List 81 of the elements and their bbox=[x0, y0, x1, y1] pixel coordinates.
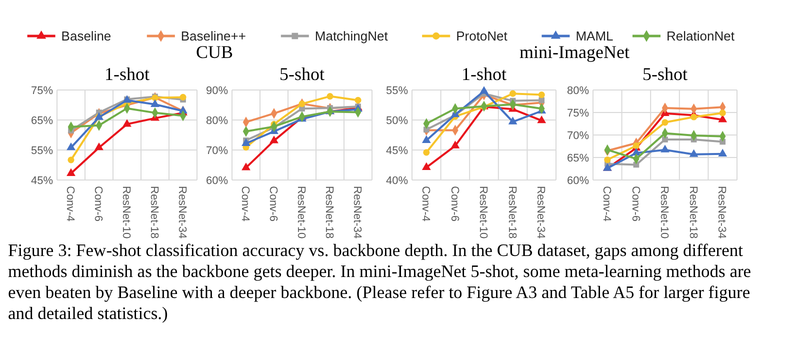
x-tick-label: Conv-6 bbox=[267, 186, 280, 222]
legend-label: MAML bbox=[576, 28, 614, 44]
legend-label: MatchingNet bbox=[314, 28, 388, 44]
point bbox=[718, 148, 728, 156]
legend-label: RelationNet bbox=[666, 28, 735, 44]
y-tick-label: 80% bbox=[206, 114, 228, 127]
x-tick-label: ResNet-10 bbox=[120, 186, 132, 239]
x-tick-label: ResNet-10 bbox=[477, 186, 490, 239]
point bbox=[94, 142, 104, 150]
x-tick-label: ResNet-18 bbox=[506, 186, 518, 239]
y-tick-label: 55% bbox=[30, 144, 54, 157]
y-tick-label: 55% bbox=[386, 84, 408, 97]
point bbox=[538, 92, 545, 98]
point bbox=[689, 149, 698, 157]
x-tick-label: ResNet-34 bbox=[716, 186, 728, 239]
x-tick-label: Conv-4 bbox=[600, 186, 613, 222]
point bbox=[510, 90, 516, 97]
y-tick-label: 50% bbox=[386, 114, 408, 127]
point bbox=[662, 119, 668, 126]
y-tick-label: 40% bbox=[386, 174, 408, 187]
point bbox=[450, 140, 460, 148]
point bbox=[662, 136, 668, 142]
y-tick-label: 65% bbox=[566, 152, 590, 164]
point bbox=[242, 138, 250, 146]
x-tick-label: ResNet-34 bbox=[351, 186, 364, 239]
point bbox=[537, 115, 546, 124]
x-tick-label: ResNet-18 bbox=[686, 186, 699, 239]
point bbox=[242, 162, 250, 170]
point bbox=[180, 94, 186, 100]
point bbox=[422, 162, 431, 170]
point bbox=[538, 97, 545, 104]
point bbox=[66, 142, 76, 150]
chart-title: 5-shot bbox=[280, 64, 324, 84]
x-tick-label: ResNet-34 bbox=[534, 186, 547, 239]
x-tick-label: Conv-4 bbox=[239, 186, 252, 222]
x-tick-label: Conv-4 bbox=[420, 186, 432, 222]
chart-title: 1-shot bbox=[104, 64, 150, 84]
x-tick-label: ResNet-10 bbox=[295, 186, 308, 239]
legend-label: Baseline bbox=[61, 28, 112, 44]
point bbox=[298, 100, 306, 108]
text: mini-ImageNet bbox=[520, 42, 630, 62]
point bbox=[66, 168, 76, 176]
text: CUB bbox=[196, 42, 234, 62]
point bbox=[423, 149, 430, 156]
point bbox=[422, 135, 431, 143]
point bbox=[508, 116, 518, 124]
y-tick-label: 70% bbox=[206, 144, 228, 157]
chart-title: 1-shot bbox=[462, 64, 506, 84]
y-tick-label: 60% bbox=[206, 174, 228, 187]
x-tick-label: Conv-4 bbox=[64, 186, 76, 222]
y-tick-label: 45% bbox=[386, 144, 408, 157]
caption: Figure 3: Few-shot classification accuracy vs. backbone depth. In the CUB dataset, gaps among different methods diminish as the backbone gets deeper. In mini-ImageNet 5-shot, some meta-learning methods are even beaten by Baseline with a deeper backbone. (Please refer to Figure A3 and Table A5 for larger figure and detailed statistics.) bbox=[8, 240, 752, 324]
x-tick-label: ResNet-18 bbox=[148, 186, 160, 239]
x-tick-label: ResNet-10 bbox=[658, 186, 670, 239]
point bbox=[604, 156, 611, 164]
point bbox=[719, 110, 726, 116]
y-tick-label: 45% bbox=[30, 174, 54, 187]
point bbox=[326, 93, 334, 100]
x-tick-label: ResNet-34 bbox=[176, 186, 188, 239]
point bbox=[270, 136, 278, 144]
x-tick-label: ResNet-18 bbox=[323, 186, 336, 239]
x-tick-label: Conv-6 bbox=[92, 186, 104, 222]
y-tick-label: 60% bbox=[566, 174, 590, 187]
point bbox=[122, 119, 132, 127]
point bbox=[480, 86, 488, 94]
legend-label: Baseline++ bbox=[180, 28, 246, 44]
point bbox=[150, 99, 160, 107]
chart-title: 5-shot bbox=[642, 64, 688, 84]
y-tick-label: 80% bbox=[566, 84, 590, 97]
x-tick-label: Conv-6 bbox=[629, 186, 642, 222]
x-tick-label: Conv-6 bbox=[448, 186, 460, 222]
y-tick-label: 75% bbox=[566, 107, 590, 120]
y-tick-label: 90% bbox=[206, 84, 228, 97]
point bbox=[660, 144, 670, 152]
y-tick-label: 75% bbox=[30, 84, 54, 97]
y-tick-label: 70% bbox=[566, 130, 590, 142]
point bbox=[354, 96, 362, 104]
point bbox=[690, 114, 698, 120]
y-tick-label: 65% bbox=[30, 114, 54, 127]
legend-label: ProtoNet bbox=[456, 28, 508, 44]
point bbox=[68, 156, 74, 164]
